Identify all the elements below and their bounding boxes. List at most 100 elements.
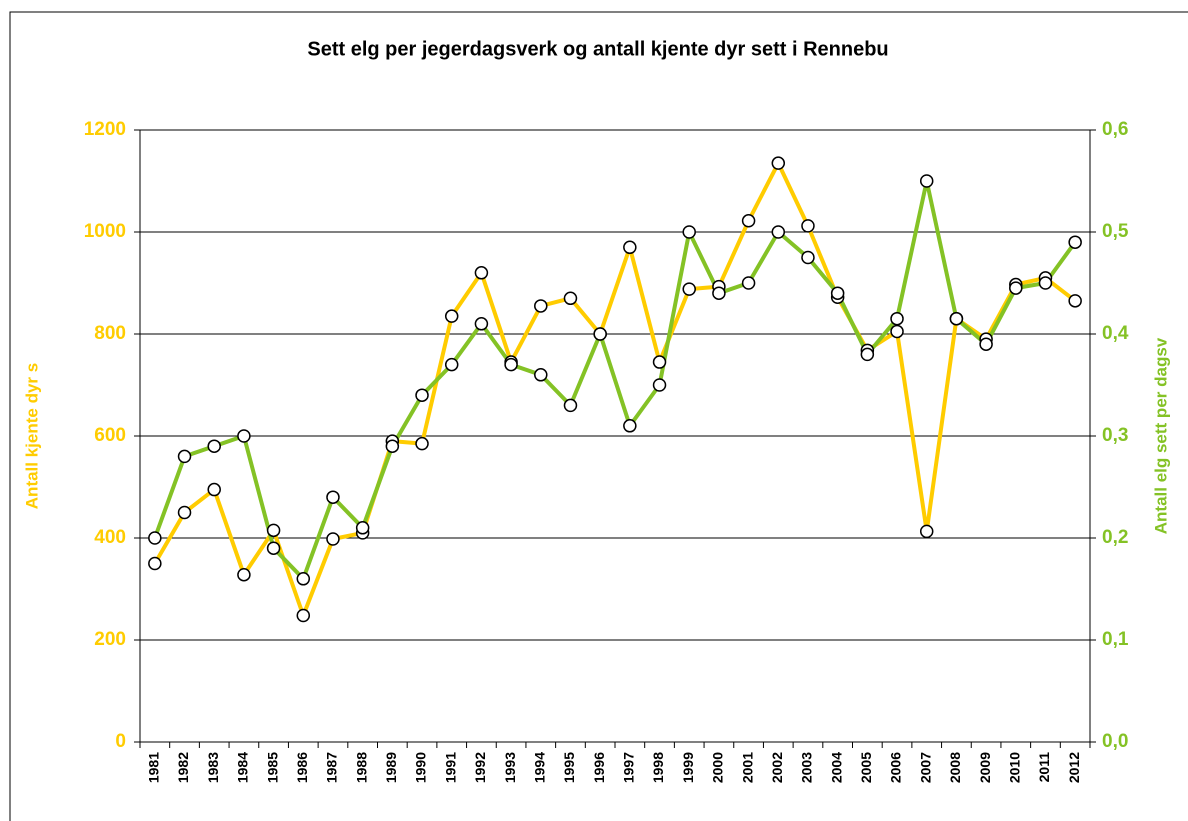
data-point xyxy=(741,214,756,228)
y2-tick-label: 0,6 xyxy=(1102,119,1128,140)
data-point xyxy=(534,299,548,313)
data-point xyxy=(652,378,667,392)
x-tick-label: 1992 xyxy=(472,752,488,783)
data-point xyxy=(504,357,518,372)
data-point xyxy=(296,608,311,623)
data-point xyxy=(474,266,489,280)
data-point xyxy=(148,556,162,571)
data-point xyxy=(712,286,726,300)
data-point xyxy=(1038,276,1053,290)
x-tick-label: 2006 xyxy=(888,752,904,783)
data-point xyxy=(415,388,429,402)
x-tick-label: 2007 xyxy=(917,752,933,783)
x-tick-label: 2002 xyxy=(769,752,785,783)
data-point xyxy=(593,327,607,341)
data-point xyxy=(860,347,875,362)
data-point xyxy=(355,521,370,535)
data-point xyxy=(801,219,815,233)
chart-frame xyxy=(9,11,1188,821)
y-tick-label: 800 xyxy=(94,323,126,344)
data-point xyxy=(949,311,964,326)
x-tick-label: 2003 xyxy=(799,752,815,783)
data-point xyxy=(801,250,815,265)
data-point xyxy=(1068,235,1082,249)
y-tick-label: 600 xyxy=(94,425,126,446)
x-tick-label: 1993 xyxy=(502,752,518,783)
data-point xyxy=(563,398,578,413)
x-tick-label: 1981 xyxy=(146,752,162,783)
data-point xyxy=(1068,294,1082,308)
x-tick-label: 1994 xyxy=(531,752,547,783)
data-point xyxy=(207,439,221,453)
x-tick-label: 1987 xyxy=(324,752,340,783)
data-point xyxy=(623,419,637,433)
x-tick-label: 2005 xyxy=(858,752,874,783)
data-point xyxy=(177,505,192,520)
x-tick-label: 2010 xyxy=(1006,752,1022,783)
data-point xyxy=(474,317,489,331)
x-tick-label: 1999 xyxy=(680,752,696,783)
data-point xyxy=(682,282,696,296)
x-tick-label: 1982 xyxy=(175,752,191,783)
data-point xyxy=(266,541,281,555)
x-tick-label: 1984 xyxy=(235,752,251,783)
x-tick-label: 2008 xyxy=(947,752,963,783)
data-point xyxy=(1009,281,1023,295)
x-tick-label: 1990 xyxy=(413,752,429,783)
data-point xyxy=(385,439,400,453)
x-tick-label: 1998 xyxy=(650,752,666,783)
data-point xyxy=(919,524,934,539)
y2-tick-label: 0,3 xyxy=(1102,425,1128,446)
x-tick-label: 1991 xyxy=(442,752,458,783)
y2-axis-label: Antall elg sett per dagsv xyxy=(1151,337,1170,534)
data-point xyxy=(771,156,786,170)
x-tick-label: 2001 xyxy=(739,752,755,783)
data-point xyxy=(979,337,993,351)
y-tick-label: 400 xyxy=(94,527,126,548)
data-point xyxy=(237,567,251,582)
data-point xyxy=(444,357,459,372)
x-tick-label: 1997 xyxy=(621,752,637,783)
x-tick-label: 2009 xyxy=(977,752,993,783)
x-tick-label: 2012 xyxy=(1066,752,1082,783)
series-line xyxy=(153,161,1077,618)
y-axis-label: Antall kjente dyr s xyxy=(22,363,41,509)
data-point xyxy=(207,482,221,497)
data-point xyxy=(237,429,251,443)
data-point xyxy=(148,531,162,545)
data-point xyxy=(771,225,786,239)
x-tick-label: 1988 xyxy=(353,752,369,783)
x-tick-label: 1985 xyxy=(264,752,280,783)
data-point xyxy=(415,436,429,451)
data-point xyxy=(623,240,637,255)
data-point xyxy=(534,368,548,382)
data-point xyxy=(444,309,459,323)
data-point xyxy=(919,174,934,188)
y-tick-label: 200 xyxy=(94,629,126,650)
y2-tick-label: 0,1 xyxy=(1102,629,1129,650)
x-tick-label: 1989 xyxy=(383,752,399,783)
y2-tick-label: 0,4 xyxy=(1102,323,1129,344)
x-tick-label: 1983 xyxy=(205,752,221,783)
series-line xyxy=(152,179,1077,581)
y-tick-label: 0 xyxy=(115,731,126,752)
data-point xyxy=(890,324,904,339)
y2-tick-label: 0,2 xyxy=(1102,527,1128,548)
data-point xyxy=(741,276,756,290)
data-point xyxy=(266,523,281,538)
data-point xyxy=(682,225,696,239)
y-tick-label: 1000 xyxy=(84,221,126,242)
y-tick-label: 1200 xyxy=(84,119,126,140)
data-point xyxy=(652,355,667,369)
x-tick-label: 2000 xyxy=(710,752,726,783)
x-tick-label: 1996 xyxy=(591,752,607,783)
x-tick-label: 2011 xyxy=(1036,752,1052,783)
chart-title: Sett elg per jegerdagsverk og antall kje… xyxy=(307,38,888,60)
data-point xyxy=(563,291,578,306)
data-point xyxy=(890,311,904,326)
data-point xyxy=(296,572,311,586)
x-tick-label: 1995 xyxy=(561,752,577,783)
x-tick-label: 1986 xyxy=(294,752,310,783)
y2-tick-label: 0,5 xyxy=(1102,221,1129,242)
